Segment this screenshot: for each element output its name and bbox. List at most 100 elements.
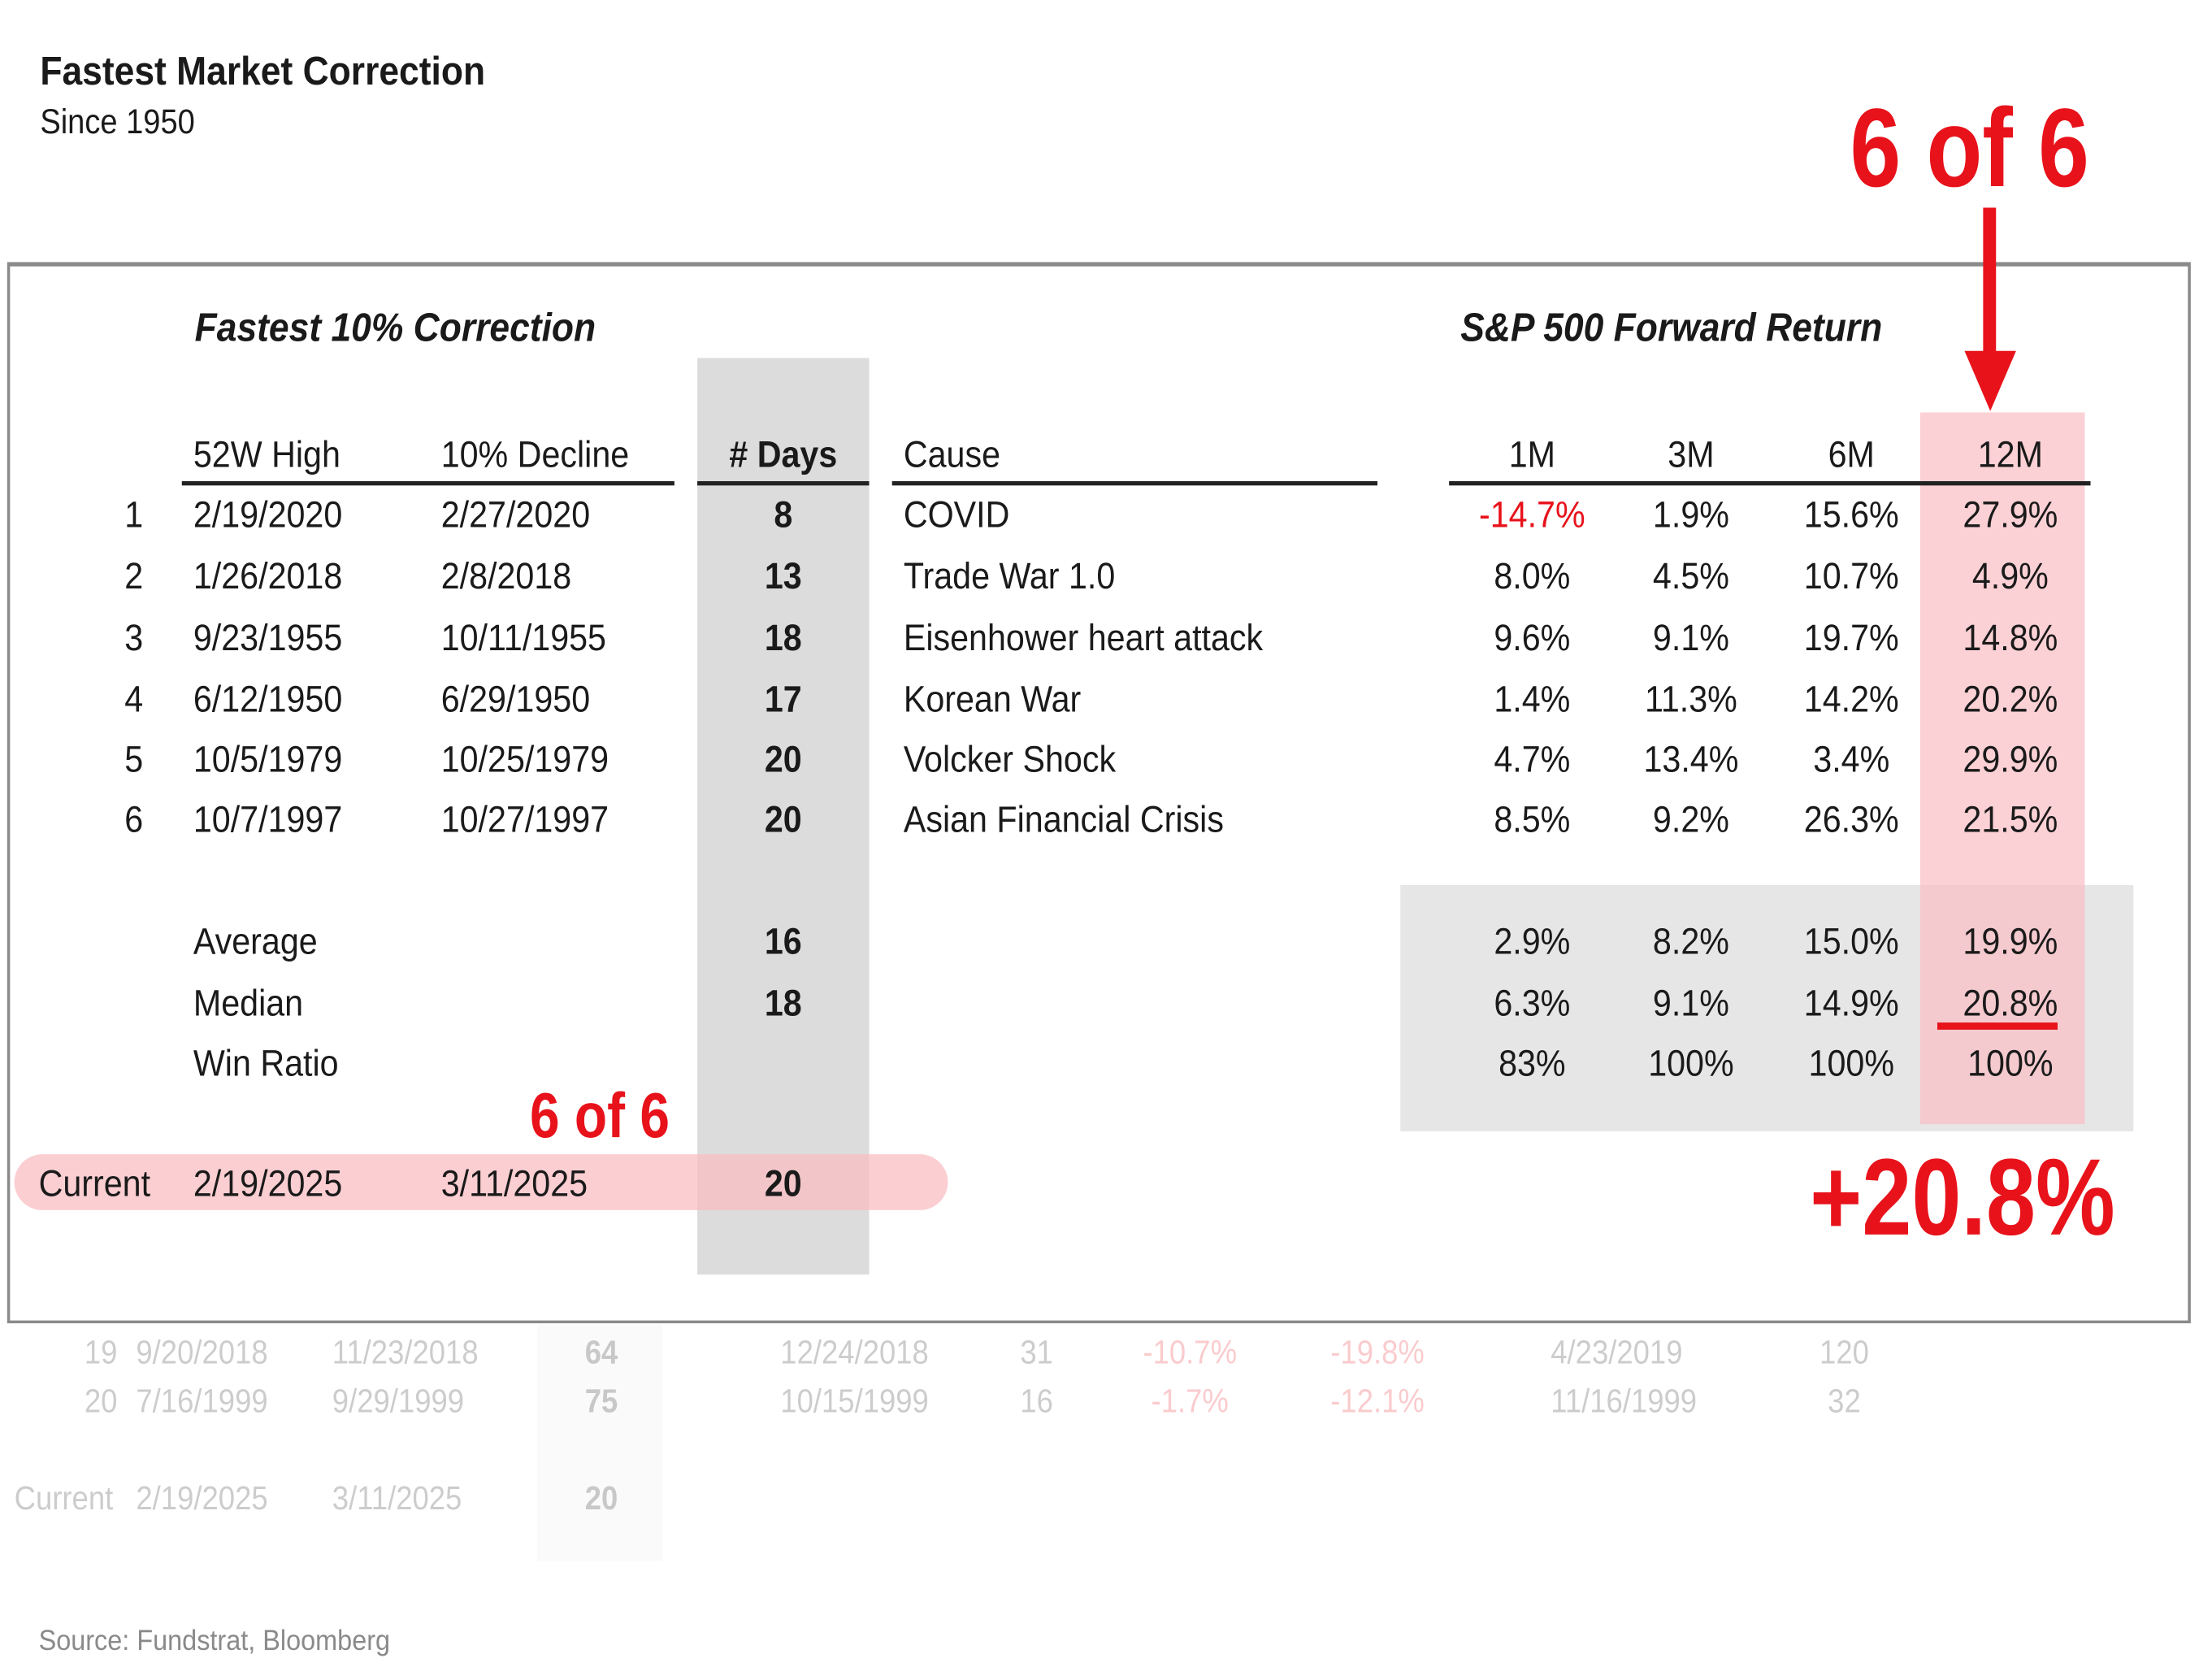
row-12m-return: 27.9% <box>1963 493 2058 536</box>
faded-current-decline: 3/11/2025 <box>332 1479 462 1517</box>
row-52w-high: 2/19/2020 <box>193 493 343 536</box>
stat-1m: 2.9% <box>1494 919 1571 963</box>
source-note: Source: Fundstrat, Bloomberg <box>38 1625 391 1657</box>
row-cause: Eisenhower heart attack <box>903 615 1264 659</box>
faded-row-return-a: -1.7% <box>1151 1382 1229 1420</box>
faded-row-low-days: 16 <box>1020 1382 1053 1420</box>
row-days: 20 <box>764 797 802 841</box>
current-days: 20 <box>764 1161 802 1205</box>
row-days: 18 <box>764 615 802 659</box>
row-52w-high: 1/26/2018 <box>193 553 343 597</box>
row-10pct-decline: 6/29/1950 <box>440 677 591 721</box>
six-of-six-small-annotation: 6 of 6 <box>529 1081 670 1152</box>
row-6m-return: 10.7% <box>1803 553 1899 597</box>
median-callout: +20.8% <box>1810 1137 2115 1259</box>
row-number: 5 <box>124 737 144 781</box>
row-3m-return: 4.5% <box>1652 553 1729 597</box>
faded-row-high: 7/16/1999 <box>136 1382 268 1420</box>
faded-row-recover-days: 120 <box>1819 1333 1869 1371</box>
row-6m-return: 15.6% <box>1803 493 1899 536</box>
row-6m-return: 26.3% <box>1803 797 1899 841</box>
faded-row-low-days: 31 <box>1020 1333 1053 1371</box>
row-cause: Volcker Shock <box>903 737 1117 781</box>
stat-12m: 100% <box>1967 1040 2054 1084</box>
faded-row-decline: 11/23/2018 <box>332 1333 479 1371</box>
row-12m-return: 21.5% <box>1963 797 2058 841</box>
row-10pct-decline: 2/8/2018 <box>440 553 572 597</box>
faded-row-low-date: 12/24/2018 <box>780 1333 929 1371</box>
stat-days: 16 <box>764 919 802 963</box>
row-12m-return: 20.2% <box>1963 677 2058 721</box>
stat-6m: 14.9% <box>1803 980 1899 1024</box>
faded-row-high: 9/20/2018 <box>136 1333 268 1371</box>
row-1m-return: 1.4% <box>1494 677 1571 721</box>
left-section-title: Fastest 10% Correction <box>194 305 596 349</box>
down-arrow-icon <box>1964 207 2016 411</box>
stat-12m: 19.9% <box>1963 919 2058 963</box>
stat-3m: 9.1% <box>1652 980 1729 1024</box>
page-subtitle: Since 1950 <box>40 102 195 142</box>
current-decline: 3/11/2025 <box>440 1161 588 1205</box>
row-3m-return: 9.2% <box>1652 797 1729 841</box>
row-1m-return: 4.7% <box>1494 737 1571 781</box>
table-frame <box>7 262 2191 1324</box>
faded-current-label: Current <box>14 1479 114 1517</box>
row-number: 3 <box>124 615 144 659</box>
row-number: 1 <box>124 493 144 536</box>
row-days: 8 <box>774 493 793 536</box>
row-52w-high: 10/7/1997 <box>193 797 343 841</box>
row-days: 20 <box>764 737 802 781</box>
row-1m-return: 8.0% <box>1494 553 1571 597</box>
stat-label: Average <box>193 919 318 963</box>
faded-days-band <box>536 1324 663 1561</box>
faded-current-days: 20 <box>584 1479 618 1517</box>
page-title: Fastest Market Correction <box>40 48 486 93</box>
faded-row-return-b: -19.8% <box>1330 1333 1425 1371</box>
faded-row-days: 64 <box>584 1333 618 1371</box>
current-label: Current <box>38 1161 151 1205</box>
right-section-title: S&P 500 Forward Return <box>1460 305 1883 349</box>
row-cause: Asian Financial Crisis <box>903 797 1224 841</box>
stat-3m: 8.2% <box>1652 919 1729 963</box>
header-3m: 3M <box>1668 432 1715 475</box>
row-10pct-decline: 2/27/2020 <box>440 493 591 536</box>
days-column-highlight <box>697 358 870 1275</box>
faded-row-number: 20 <box>84 1382 118 1420</box>
row-6m-return: 19.7% <box>1803 615 1899 659</box>
row-12m-return: 4.9% <box>1971 553 2049 597</box>
header-6m: 6M <box>1828 432 1875 475</box>
stat-12m: 20.8% <box>1963 980 2058 1024</box>
row-52w-high: 6/12/1950 <box>193 677 343 721</box>
stat-1m: 6.3% <box>1494 980 1571 1024</box>
header-12m: 12M <box>1977 432 2043 475</box>
row-number: 6 <box>124 797 144 841</box>
row-number: 4 <box>124 677 144 721</box>
row-days: 17 <box>764 677 802 721</box>
row-1m-return: 9.6% <box>1494 615 1571 659</box>
header-52w-high: 52W High <box>193 432 340 475</box>
faded-row-return-b: -12.1% <box>1330 1382 1425 1420</box>
header-divider <box>891 481 1378 486</box>
row-3m-return: 11.3% <box>1644 677 1737 721</box>
faded-current-high: 2/19/2025 <box>136 1479 268 1517</box>
current-high: 2/19/2025 <box>193 1161 343 1205</box>
faded-row-recover-date: 11/16/1999 <box>1551 1382 1698 1420</box>
header-divider <box>1449 481 2091 486</box>
header-divider <box>697 481 870 486</box>
header-days: # Days <box>729 432 838 475</box>
row-10pct-decline: 10/25/1979 <box>440 737 609 781</box>
row-number: 2 <box>124 553 144 597</box>
stat-label: Win Ratio <box>193 1040 339 1084</box>
stat-label: Median <box>193 980 304 1024</box>
row-3m-return: 13.4% <box>1643 737 1739 781</box>
six-of-six-top-annotation: 6 of 6 <box>1850 84 2089 211</box>
faded-row-recover-date: 4/23/2019 <box>1551 1333 1683 1371</box>
row-1m-return: 8.5% <box>1494 797 1571 841</box>
median-underline <box>1937 1022 2058 1030</box>
row-cause: Trade War 1.0 <box>903 553 1116 597</box>
header-divider <box>181 481 674 486</box>
row-cause: COVID <box>903 493 1010 536</box>
faded-row-number: 19 <box>84 1333 118 1371</box>
row-12m-return: 14.8% <box>1963 615 2058 659</box>
